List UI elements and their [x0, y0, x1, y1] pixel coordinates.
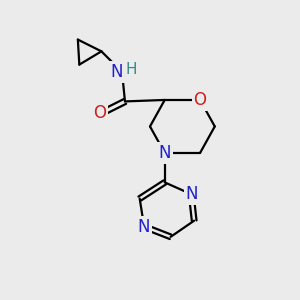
Text: O: O [93, 104, 106, 122]
Text: N: N [158, 144, 171, 162]
Text: O: O [194, 91, 207, 109]
Text: N: N [186, 185, 198, 203]
Text: N: N [110, 63, 123, 81]
Text: H: H [126, 61, 137, 76]
Text: N: N [137, 218, 150, 236]
